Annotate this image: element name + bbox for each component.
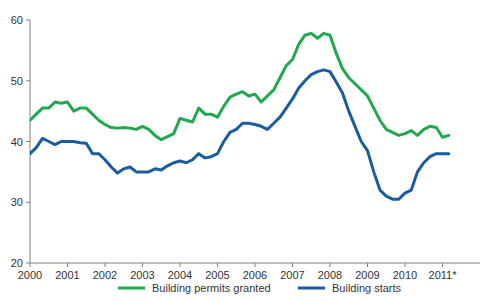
x-tick bbox=[105, 263, 106, 267]
x-tick bbox=[330, 263, 331, 267]
x-tick-label: 2011* bbox=[429, 269, 458, 281]
x-tick bbox=[367, 263, 368, 267]
legend-swatch bbox=[298, 287, 325, 290]
x-tick bbox=[30, 263, 31, 267]
x-tick-label: 2003 bbox=[130, 269, 154, 281]
x-tick-label: 2007 bbox=[280, 269, 304, 281]
x-tick-label: 2004 bbox=[168, 269, 192, 281]
y-tick bbox=[26, 20, 30, 21]
x-tick bbox=[405, 263, 406, 267]
x-axis bbox=[30, 263, 480, 264]
chart: 20 30 40 50 60 2000 2001 2002 2003 2004 2005 2006 20… bbox=[0, 0, 500, 301]
x-tick-label: 2010 bbox=[393, 269, 417, 281]
x-tick-label: 2005 bbox=[205, 269, 229, 281]
series-line bbox=[30, 33, 449, 139]
x-tick-label: 2009 bbox=[355, 269, 379, 281]
series-line bbox=[30, 70, 449, 199]
y-tick bbox=[26, 141, 30, 142]
x-tick bbox=[292, 263, 293, 267]
y-tick bbox=[26, 263, 30, 264]
legend-label: Building starts bbox=[332, 282, 402, 294]
x-tick bbox=[67, 263, 68, 267]
x-tick bbox=[180, 263, 181, 267]
x-tick bbox=[142, 263, 143, 267]
x-tick-label: 2000 bbox=[18, 269, 42, 281]
y-tick-label: 60 bbox=[11, 14, 23, 26]
y-tick bbox=[26, 80, 30, 81]
y-tick-label: 50 bbox=[11, 75, 23, 87]
legend: Building permits granted Building starts bbox=[118, 282, 402, 294]
legend-label: Building permits granted bbox=[152, 282, 271, 294]
plot-area bbox=[30, 33, 449, 199]
x-tick bbox=[442, 263, 443, 267]
x-tick-label: 2008 bbox=[318, 269, 342, 281]
y-tick-label: 20 bbox=[11, 257, 23, 269]
y-axis bbox=[30, 20, 31, 263]
x-tick bbox=[217, 263, 218, 267]
x-tick-label: 2001 bbox=[55, 269, 79, 281]
x-tick bbox=[255, 263, 256, 267]
x-tick-label: 2006 bbox=[243, 269, 267, 281]
y-tick-label: 40 bbox=[11, 136, 23, 148]
x-tick-label: 2002 bbox=[93, 269, 117, 281]
legend-swatch bbox=[118, 287, 145, 290]
y-tick bbox=[26, 202, 30, 203]
y-tick-label: 30 bbox=[11, 196, 23, 208]
